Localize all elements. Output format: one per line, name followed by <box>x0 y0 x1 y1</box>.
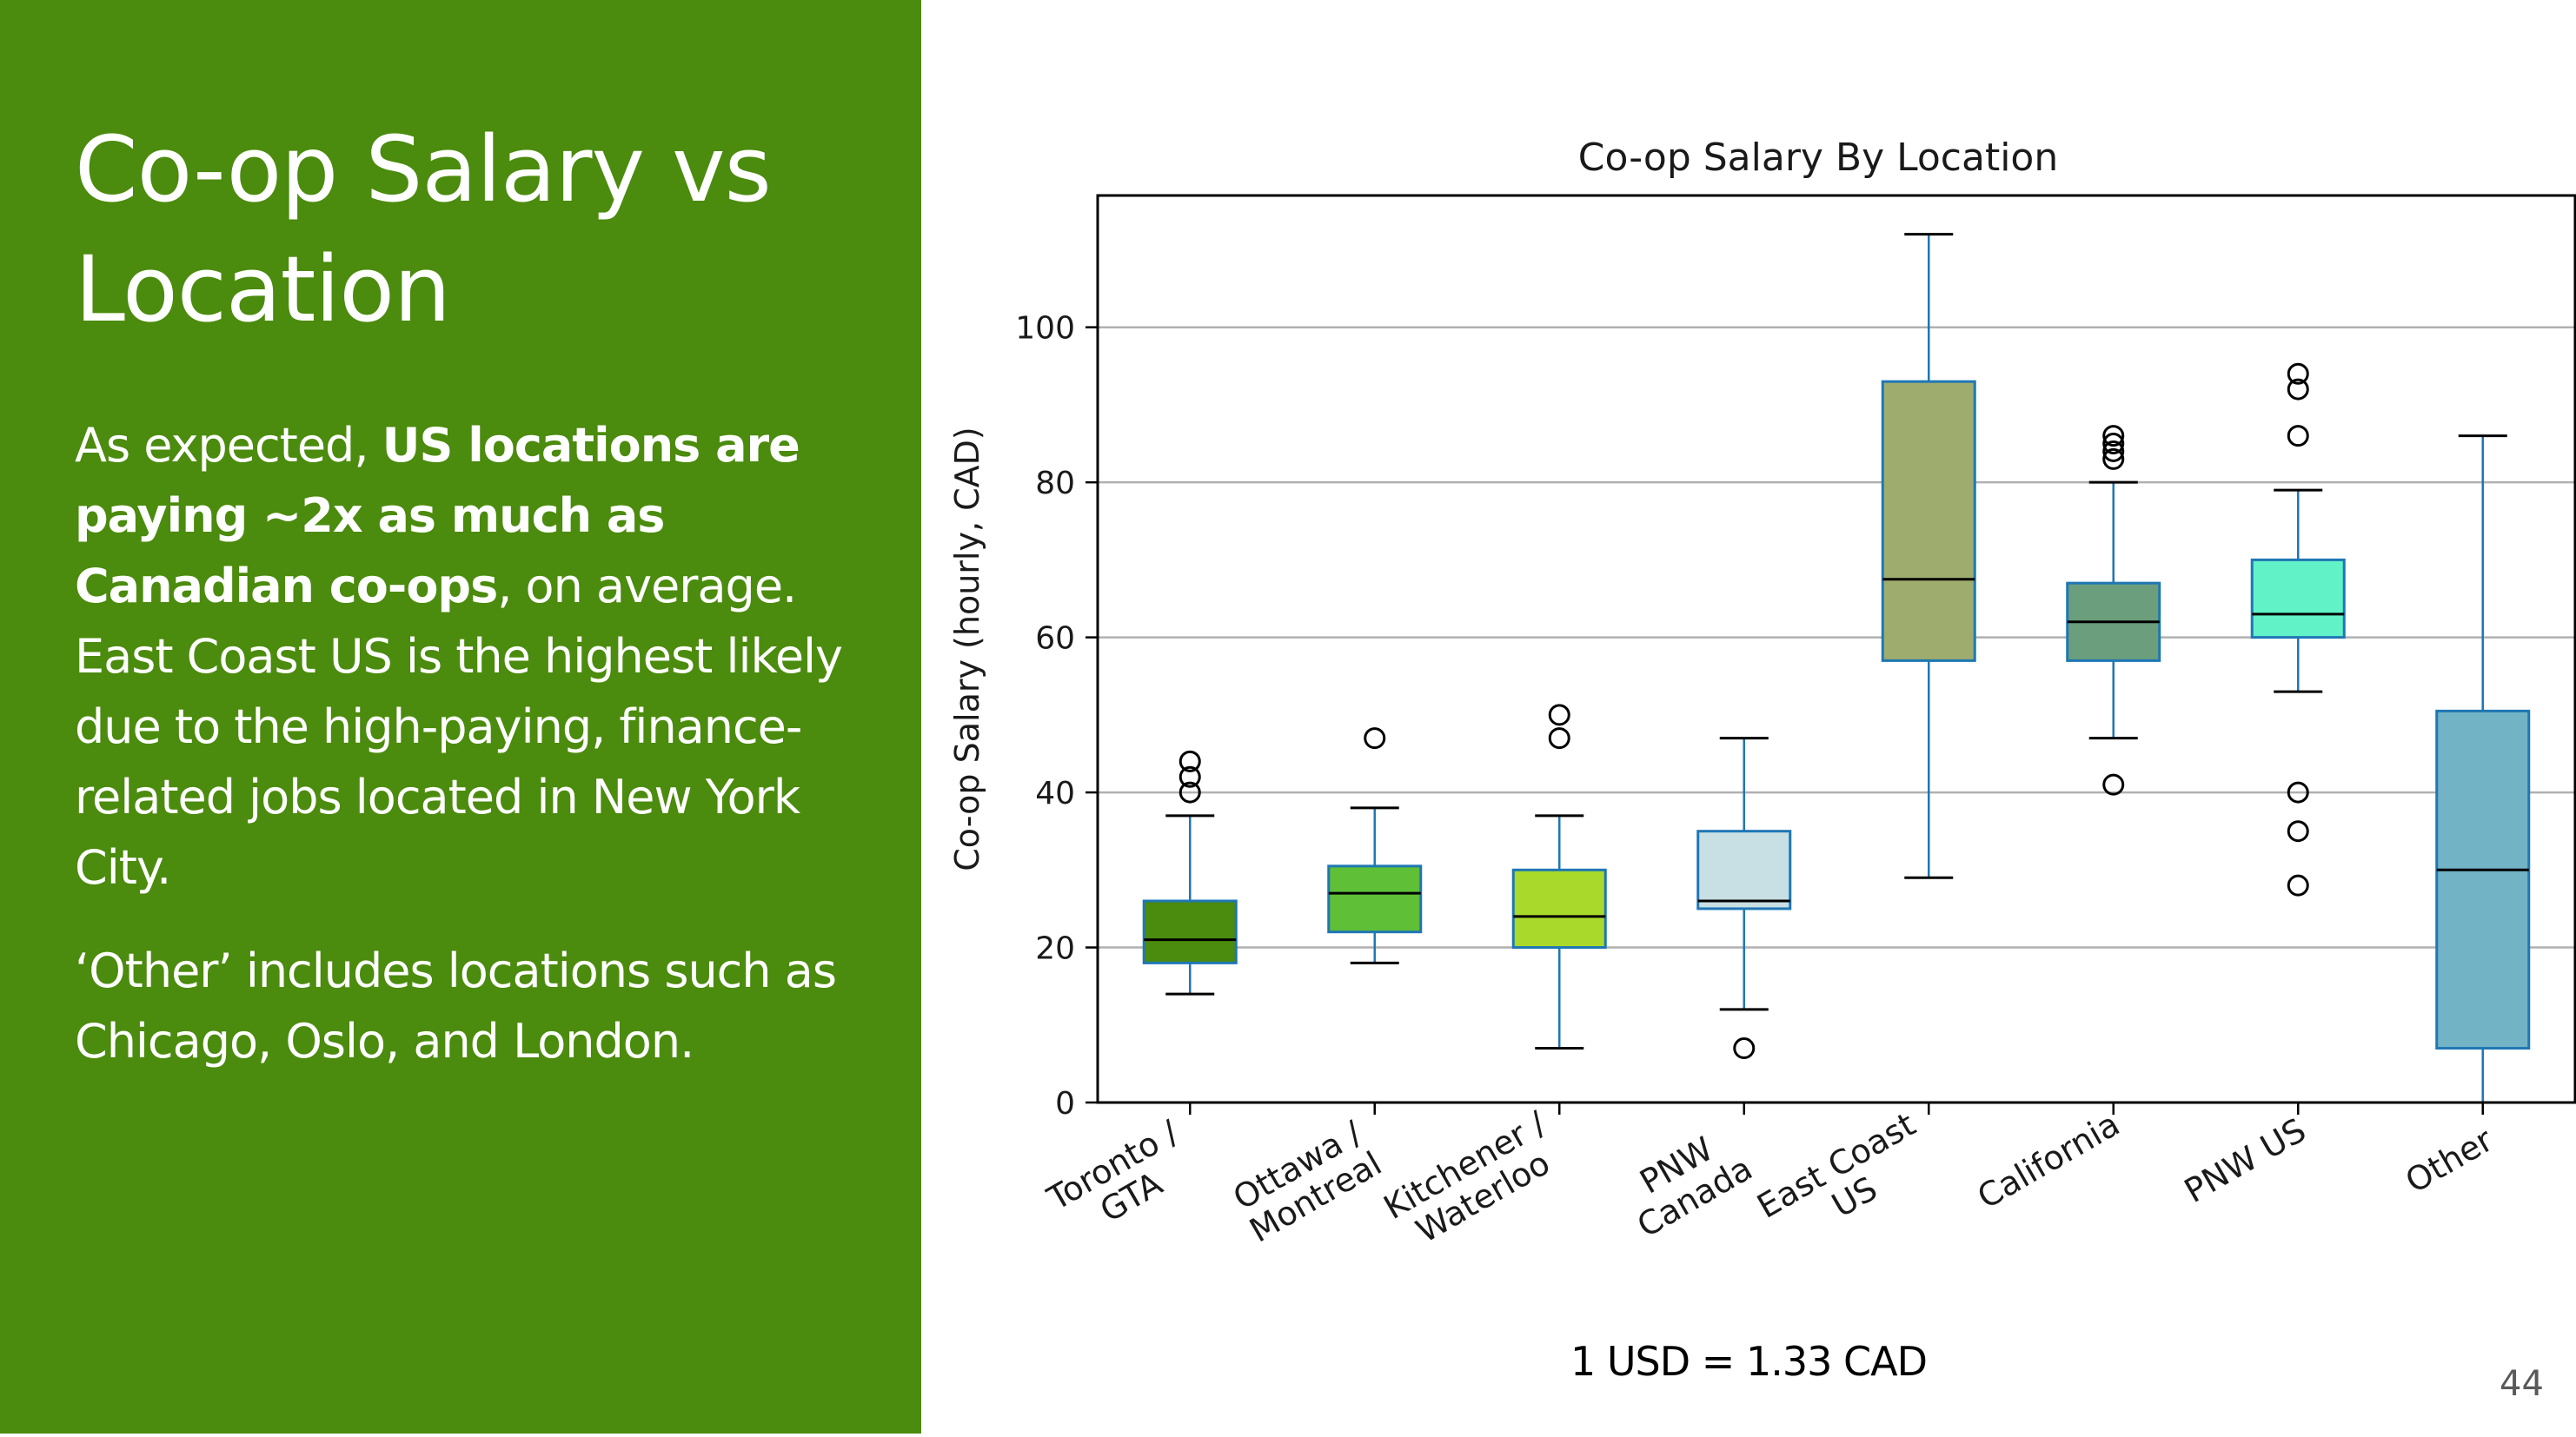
page-number: 44 <box>2500 1364 2544 1404</box>
box-layer <box>1142 233 2531 1104</box>
x-tick-label-line: Other <box>2399 1121 2500 1201</box>
slide-title-line-2: Location <box>75 236 451 342</box>
x-tick-label: Other <box>2399 1121 2500 1201</box>
paragraph-2: ‘Other’ includes locations such as Chica… <box>75 944 837 1069</box>
x-tick-label: PNW US <box>2178 1110 2312 1210</box>
plot-frame <box>1096 194 2576 1104</box>
outlier-point <box>2287 362 2309 385</box>
outlier-point <box>2102 425 2125 447</box>
paragraph-1-bold: US locations are paying ~2x as much as C… <box>75 418 800 613</box>
x-tick-label: Ottawa /Montreal <box>1226 1114 1388 1250</box>
y-tick-label: 80 <box>1035 466 1075 501</box>
outlier-point <box>2287 874 2309 897</box>
outlier-point <box>2287 425 2309 447</box>
box <box>1881 380 1976 662</box>
y-axis-label: Co-op Salary (hourly, CAD) <box>948 427 986 871</box>
y-tick-label: 100 <box>1015 311 1075 347</box>
slide-title-line-1: Co-op Salary vs <box>75 116 772 222</box>
outlier-point <box>1364 727 1386 750</box>
box-group <box>1511 704 1607 1050</box>
outlier-point <box>1178 750 1201 772</box>
chart-container: Co-op Salary By Location 0 20 40 60 80 100 To… <box>921 0 2576 1434</box>
y-tick-label: 0 <box>1055 1086 1075 1122</box>
x-tick-label-line: PNW US <box>2178 1110 2312 1210</box>
box <box>1511 868 1607 950</box>
y-tick-label: 40 <box>1035 776 1075 811</box>
outlier-point <box>2287 781 2309 804</box>
outlier-point <box>2287 378 2309 401</box>
box-group <box>2250 362 2346 897</box>
outlier-point <box>2102 440 2125 462</box>
chart-title: Co-op Salary By Location <box>1578 136 2059 180</box>
box <box>1142 899 1238 964</box>
outlier-point <box>1178 765 1201 788</box>
x-tick-label-line: California <box>1971 1105 2126 1216</box>
box-group <box>1881 233 1976 879</box>
box <box>2250 558 2346 639</box>
boxplot-chart: Co-op Salary By Location 0 20 40 60 80 100 To… <box>948 136 2576 1251</box>
box <box>2435 709 2531 1050</box>
x-tick-label: California <box>1971 1105 2126 1216</box>
y-tick-label: 60 <box>1035 621 1075 657</box>
outlier-point <box>1733 1037 1756 1060</box>
outlier-point <box>2102 773 2125 796</box>
left-panel: Co-op Salary vs Location As expected, US… <box>0 0 921 1434</box>
outlier-point <box>1548 727 1570 750</box>
box-group <box>2066 425 2161 796</box>
paragraph-1-lead: As expected, <box>75 418 382 473</box>
currency-footnote: 1 USD = 1.33 CAD <box>1570 1338 1928 1385</box>
outlier-point <box>2102 433 2125 455</box>
slide-title: Co-op Salary vs Location <box>75 109 909 349</box>
x-tick-label: Kitchener /Waterloo <box>1378 1104 1557 1251</box>
paragraph-1: As expected, US locations are paying ~2x… <box>75 410 857 903</box>
x-tick-label: Toronto /GTA <box>1040 1113 1185 1229</box>
box <box>1327 864 1423 934</box>
box <box>1696 830 1792 911</box>
paragraph-1-rest: , on average. East Coast US is the highe… <box>75 559 843 895</box>
outlier-point <box>1548 704 1570 726</box>
box-group <box>2435 434 2531 1104</box>
y-tick-label: 20 <box>1035 931 1075 967</box>
gridlines <box>1098 326 2575 949</box>
y-axis-ticks: 0 20 40 60 80 100 <box>1015 311 1098 1122</box>
box-group <box>1327 727 1423 964</box>
body-text: As expected, US locations are paying ~2x… <box>75 410 857 1109</box>
box-group <box>1696 737 1792 1060</box>
outlier-point <box>1178 781 1201 804</box>
outlier-point <box>2287 820 2309 843</box>
outlier-point <box>2102 447 2125 470</box>
box-group <box>1142 750 1238 996</box>
